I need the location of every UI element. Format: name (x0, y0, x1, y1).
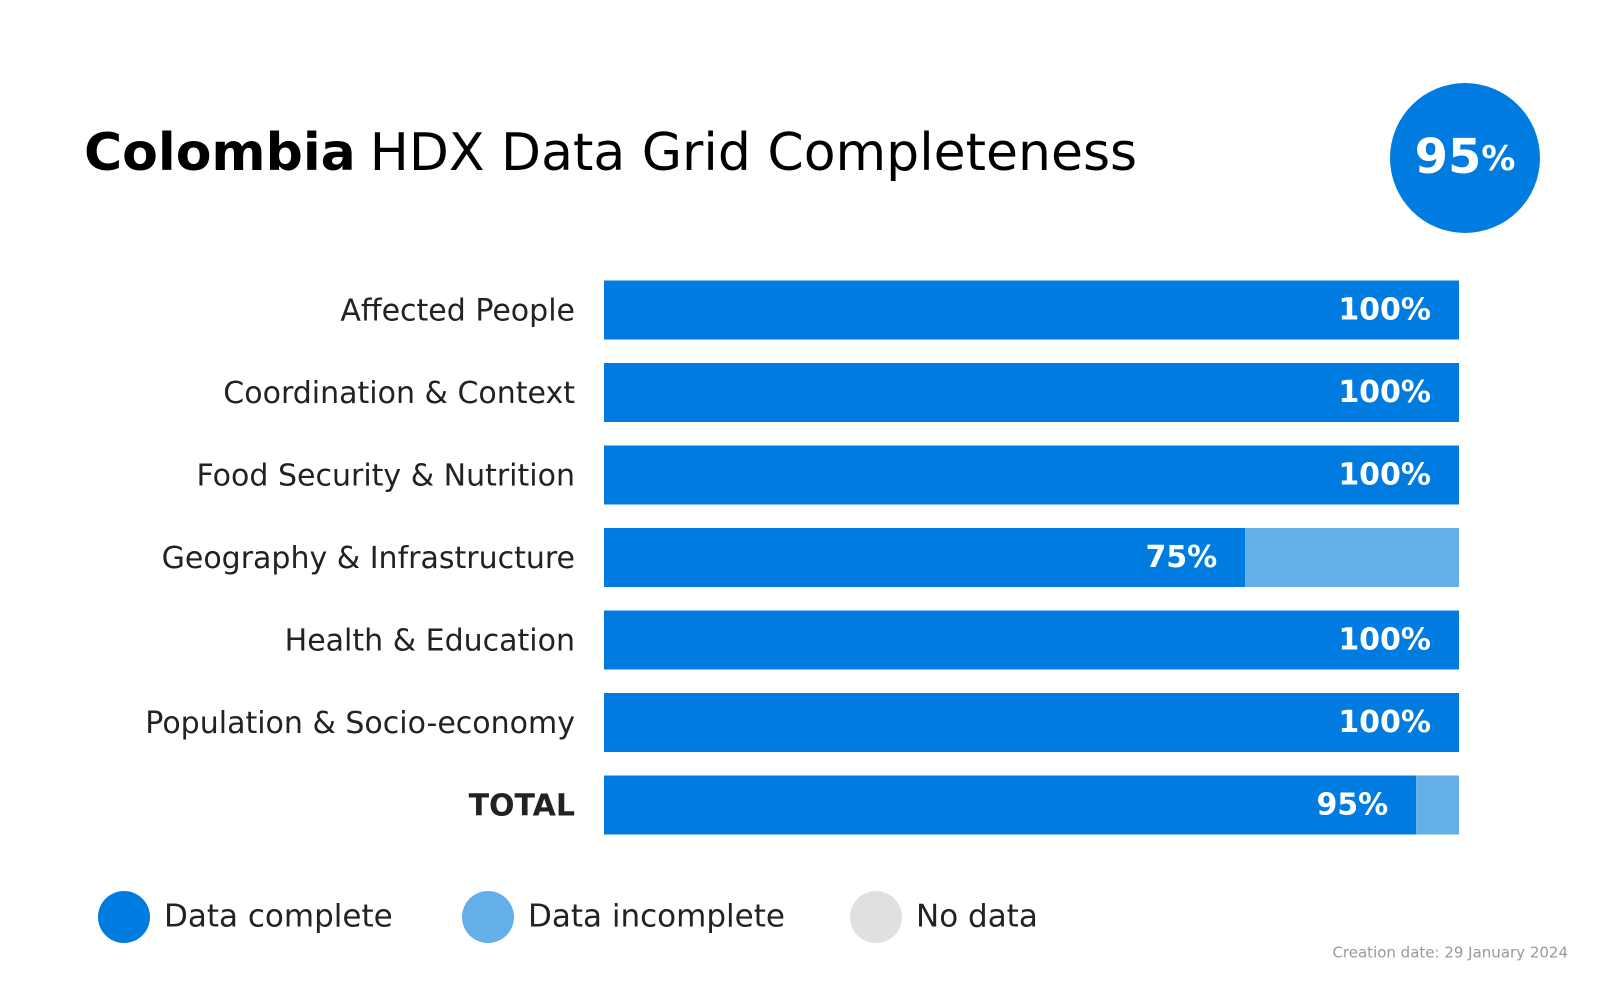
bar-segment (604, 528, 1246, 587)
value-label: 95% (1316, 788, 1388, 823)
title-text: HDX Data Grid Completeness (370, 123, 1137, 183)
legend-label: No data (916, 899, 1038, 935)
bar-segment (604, 775, 1417, 835)
footnote: Creation date: 29 January 2024 (1332, 944, 1568, 962)
headline-badge (1390, 83, 1540, 233)
category-label: Affected People (340, 294, 575, 329)
bar-segment (1245, 528, 1459, 587)
title-country: Colombia (84, 123, 356, 183)
category-label: Coordination & Context (223, 376, 575, 411)
value-label: 100% (1338, 375, 1431, 410)
bar-segment (604, 363, 1459, 422)
value-label: 100% (1338, 623, 1431, 658)
value-label: 100% (1338, 458, 1431, 493)
bar-segment (1416, 775, 1459, 835)
category-label: TOTAL (469, 789, 575, 824)
legend-label: Data complete (164, 899, 393, 935)
legend-swatch (850, 891, 902, 943)
value-label: 100% (1338, 293, 1431, 328)
headline-value: 95% (1415, 129, 1516, 185)
category-label: Food Security & Nutrition (197, 459, 576, 494)
legend-swatch (462, 891, 514, 943)
chart-title: Colombia HDX Data Grid Completeness (84, 123, 1137, 183)
value-label: 75% (1145, 540, 1217, 575)
category-label: Geography & Infrastructure (162, 541, 575, 576)
bar-segment (604, 280, 1459, 340)
bar-segment (604, 693, 1459, 752)
bar-segment (604, 445, 1459, 505)
category-label: Health & Education (285, 624, 575, 659)
bar-segment (604, 610, 1459, 670)
legend-swatch (98, 891, 150, 943)
legend-label: Data incomplete (528, 899, 785, 935)
value-label: 100% (1338, 705, 1431, 740)
category-label: Population & Socio-economy (145, 706, 575, 741)
